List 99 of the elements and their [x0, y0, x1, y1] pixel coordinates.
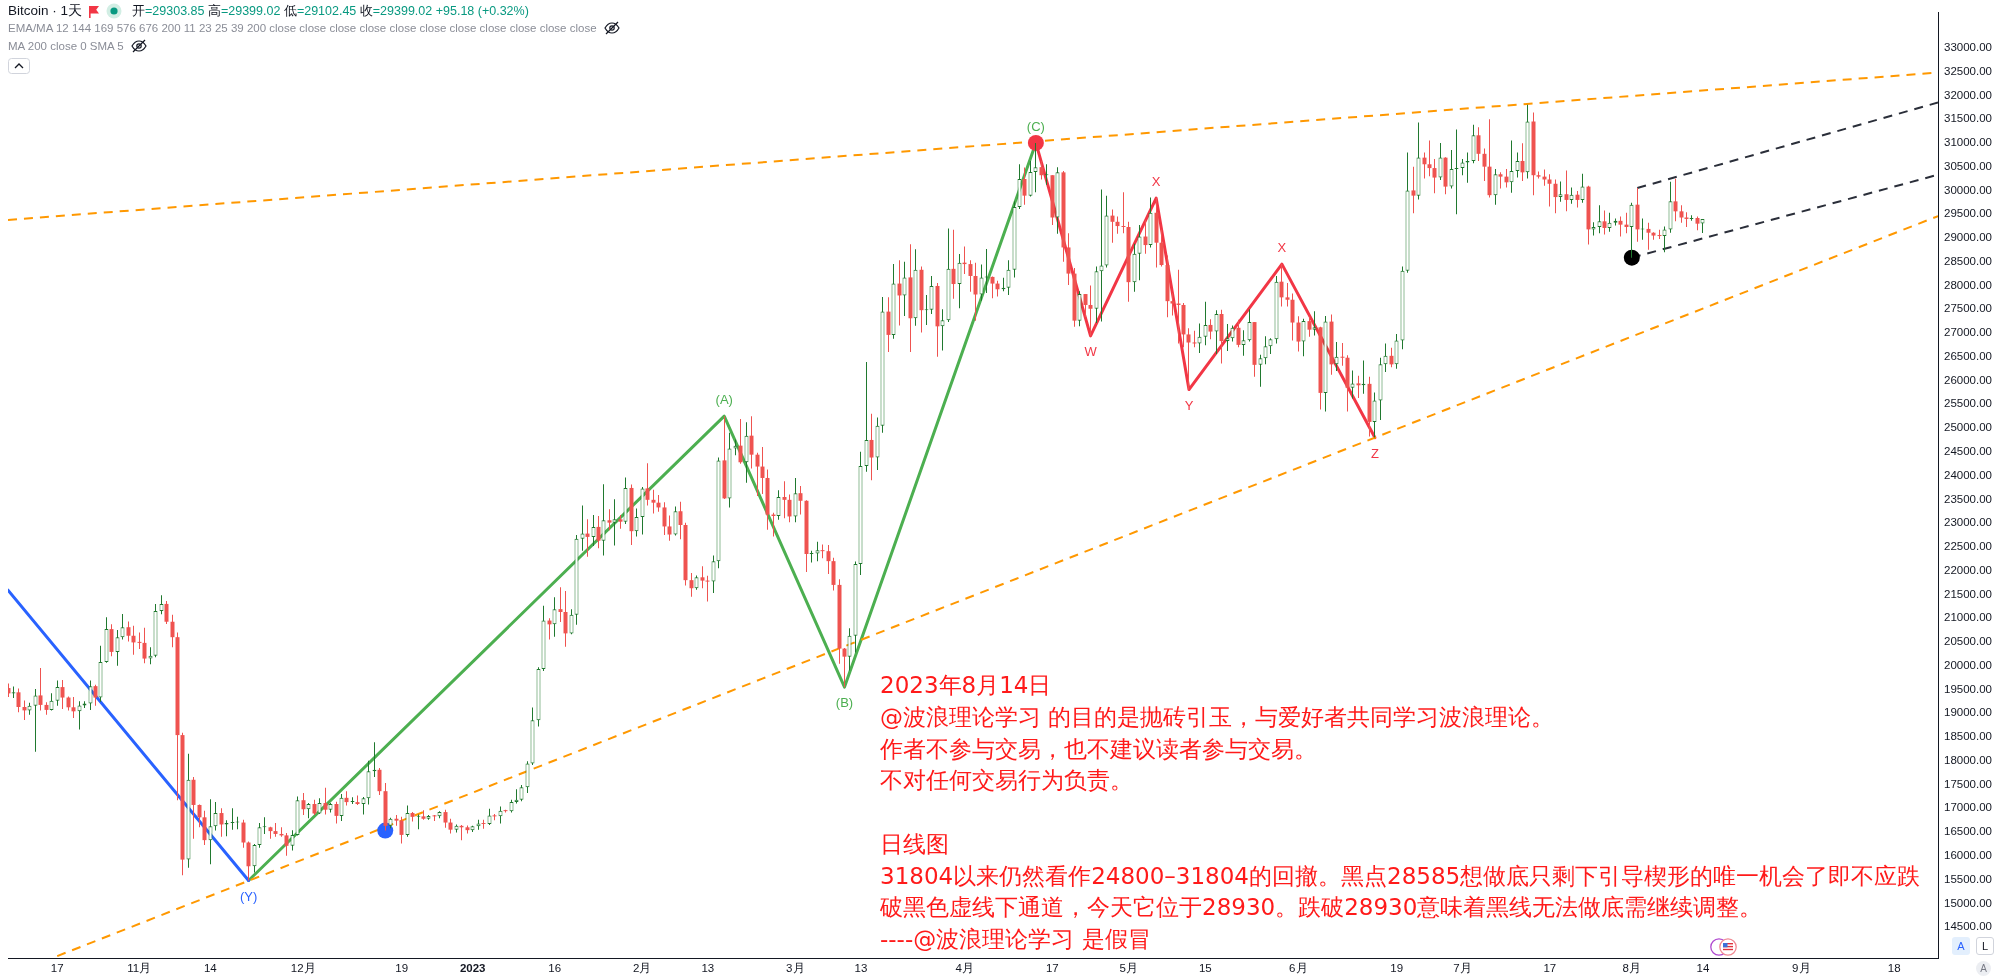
- x-tick-label: 2023: [459, 962, 486, 975]
- y-tick-label: 21500.00: [1944, 587, 1992, 600]
- y-tick-label: 18000.00: [1944, 753, 1992, 766]
- annotation: (A): [715, 392, 733, 408]
- x-tick-label: 17: [50, 962, 64, 975]
- chart-title: Bitcoin · 1天: [8, 2, 83, 20]
- candlestick: [1340, 342, 1345, 366]
- x-tick-label: 3月: [786, 962, 805, 975]
- candlestick: [585, 519, 590, 557]
- y-tick-label: 17000.00: [1944, 801, 1992, 814]
- y-tick-label: 25000.00: [1944, 421, 1992, 434]
- y-tick-label: 24500.00: [1944, 445, 1992, 457]
- x-tick-label: 5月: [1119, 962, 1139, 975]
- annotation: EMA/MA 12 144 169 576 676 200 11 23 25 39 200 close close close close close close close close close close close: [8, 22, 597, 34]
- y-tick-label: 23000.00: [1944, 516, 1992, 529]
- candlestick: [1088, 285, 1093, 336]
- x-tick-label: 17: [1543, 962, 1557, 975]
- x-tick-label: 14: [1696, 962, 1710, 975]
- x-tick-label: 7月: [1453, 962, 1472, 975]
- chart-subtitle: 开=29303.85 高=29399.02 低=29102.45 收=29399.02 +95.18 (+0.32%): [132, 3, 529, 18]
- y-tick-label: 31000.00: [1944, 136, 1992, 149]
- annotation: ----@波浪理论学习 是假冒: [880, 926, 1151, 952]
- y-tick-label: 18500.00: [1944, 730, 1992, 743]
- y-tick-label: 29000.00: [1944, 231, 1992, 244]
- candlestick: [137, 632, 142, 650]
- candlestick: [612, 499, 617, 546]
- circle-button: A: [1976, 961, 1991, 976]
- y-tick-label: 15000.00: [1944, 896, 1992, 909]
- y-tick-label: 16000.00: [1944, 848, 1992, 861]
- candlestick: [558, 587, 563, 622]
- y-tick-label: 27500.00: [1944, 302, 1992, 315]
- annotation: Y: [1184, 397, 1194, 413]
- annotation: X: [1277, 240, 1287, 256]
- candlestick: [782, 481, 787, 519]
- y-tick-label: 17500.00: [1944, 777, 1992, 790]
- y-tick-label: 28000.00: [1944, 278, 1992, 291]
- y-tick-label: 14500.00: [1944, 920, 1992, 933]
- y-tick-label: 19000.00: [1944, 706, 1992, 719]
- candlestick: [705, 575, 710, 602]
- x-tick-label: 19: [395, 962, 409, 975]
- y-tick-label: 26000.00: [1944, 373, 1992, 386]
- annotation: 31804以来仍然看作24800–31804的回撤。黑点28585想做底只剩下引导楔形的唯一机会了即不应跌: [880, 862, 1921, 889]
- x-tick-label: 19: [1390, 962, 1404, 975]
- scale-button: A: [1952, 937, 1970, 955]
- annotation: 2023年8月14日: [880, 672, 1052, 698]
- y-tick-label: 23500.00: [1944, 492, 1992, 505]
- annotation: W: [1084, 343, 1098, 359]
- x-tick-label: 11月: [127, 962, 152, 975]
- y-tick-label: 16500.00: [1944, 825, 1992, 838]
- annotation: (C): [1026, 118, 1045, 134]
- annotation: @波浪理论学习 的目的是抛砖引玉，与爱好者共同学习波浪理论。: [880, 703, 1555, 730]
- y-tick-label: 20000.00: [1944, 658, 1992, 671]
- y-tick-label: 19500.00: [1944, 682, 1992, 695]
- x-tick-label: 15: [1198, 962, 1212, 975]
- candlestick: [1356, 375, 1361, 399]
- y-tick-label: 29500.00: [1944, 207, 1992, 220]
- annotation: 不对任何交易行为负责。: [880, 767, 1133, 794]
- annotation: 作者不参与交易，也不建议读者参与交易。: [880, 735, 1317, 762]
- x-tick-label: 2月: [633, 962, 652, 975]
- x-tick-label: 16: [548, 962, 562, 975]
- x-tick-label: 14: [203, 962, 218, 975]
- candlestick: [1033, 142, 1038, 193]
- y-tick-label: 27000.00: [1944, 326, 1992, 339]
- y-tick-label: 32500.00: [1944, 64, 1992, 77]
- x-tick-label: 9月: [1792, 962, 1811, 975]
- y-tick-label: 30500.00: [1944, 159, 1992, 172]
- y-tick-label: 33000.00: [1944, 41, 1992, 54]
- x-tick-label: 12月: [290, 962, 316, 975]
- annotation: (Y): [239, 888, 258, 904]
- annotation: 破黑色虚线下通道，今天它位于28930。跌破28930意味着黑线无法做底需继续调整。: [880, 894, 1763, 921]
- x-tick-label: 13: [701, 962, 715, 975]
- x-tick-label: 4月: [955, 962, 974, 975]
- y-tick-label: 22500.00: [1944, 540, 1992, 553]
- y-tick-label: 31500.00: [1944, 112, 1992, 125]
- point: [1027, 134, 1044, 151]
- annotation: (B): [835, 695, 854, 711]
- x-tick-label: 13: [854, 962, 868, 975]
- y-tick-label: 25500.00: [1944, 397, 1992, 410]
- scale-button: L: [1976, 937, 1994, 955]
- x-tick-label: 8月: [1622, 962, 1642, 975]
- x-tick-label: 18: [1887, 962, 1901, 975]
- y-tick-label: 20500.00: [1944, 635, 1992, 648]
- y-tick-label: 28500.00: [1944, 254, 1992, 267]
- y-tick-label: 24000.00: [1944, 468, 1992, 481]
- annotation: MA 200 close 0 SMA 5: [8, 40, 124, 52]
- annotation: 日线图: [880, 830, 949, 857]
- point: [1623, 249, 1640, 266]
- y-tick-label: 21000.00: [1944, 611, 1992, 624]
- y-tick-label: 15500.00: [1944, 872, 1992, 885]
- x-tick-label: 6月: [1289, 962, 1308, 975]
- annotation: X: [1151, 174, 1161, 190]
- y-tick-label: 22000.00: [1944, 563, 1992, 576]
- x-tick-label: 17: [1045, 962, 1059, 975]
- candlestick: [1558, 181, 1563, 202]
- y-tick-label: 30000.00: [1944, 183, 1992, 196]
- annotation: Z: [1370, 445, 1379, 461]
- y-tick-label: 26500.00: [1944, 349, 1992, 362]
- candlestick: [1121, 192, 1126, 234]
- y-tick-label: 32000.00: [1944, 88, 1992, 101]
